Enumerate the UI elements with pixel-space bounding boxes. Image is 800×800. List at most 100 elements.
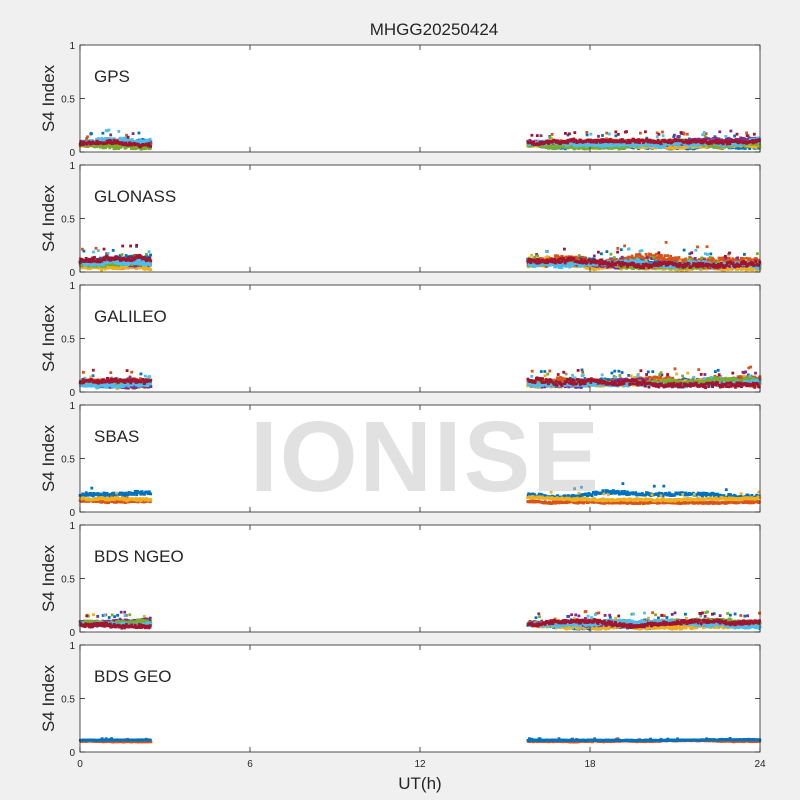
- data-point: [725, 137, 728, 141]
- data-point: [688, 252, 692, 256]
- data-point: [601, 138, 605, 141]
- data-point: [148, 137, 152, 141]
- data-point: [114, 262, 118, 266]
- data-point: [686, 147, 690, 151]
- data-point: [740, 267, 744, 271]
- data-point: [639, 131, 642, 135]
- data-point: [625, 130, 628, 133]
- data-point: [726, 145, 729, 149]
- data-point: [590, 267, 594, 271]
- data-point: [551, 147, 555, 151]
- data-point: [589, 138, 592, 142]
- data-point: [755, 268, 758, 272]
- data-point: [681, 268, 685, 272]
- data-point: [636, 254, 639, 258]
- data-point: [629, 144, 633, 147]
- data-point: [613, 139, 617, 143]
- data-point: [578, 140, 582, 144]
- data-point: [556, 143, 560, 147]
- data-point: [573, 147, 576, 151]
- data-point: [548, 136, 552, 139]
- data-point: [586, 147, 590, 151]
- data-point: [716, 140, 719, 143]
- data-point: [141, 265, 145, 268]
- data-point: [564, 132, 567, 135]
- data-point: [733, 134, 736, 138]
- data-point: [721, 142, 725, 146]
- data-point: [605, 131, 609, 135]
- data-point: [652, 255, 655, 259]
- data-point: [580, 144, 583, 147]
- data-point: [644, 141, 648, 145]
- data-point: [693, 257, 697, 260]
- data-point: [577, 254, 581, 257]
- data-point: [149, 253, 152, 257]
- data-point: [708, 256, 712, 259]
- data-point: [537, 144, 541, 148]
- data-point: [86, 135, 89, 139]
- data-point: [105, 129, 109, 133]
- data-point: [673, 137, 677, 141]
- data-point: [744, 268, 748, 272]
- data-point: [672, 135, 676, 139]
- data-point: [97, 137, 101, 140]
- data-point: [638, 144, 642, 148]
- data-point: [548, 145, 551, 149]
- data-point: [660, 255, 664, 259]
- data-point: [602, 146, 606, 150]
- data-point: [725, 266, 729, 270]
- data-point: [132, 141, 136, 145]
- data-point: [556, 139, 560, 143]
- data-point: [597, 267, 601, 271]
- data-point: [572, 140, 576, 144]
- data-point: [609, 138, 612, 141]
- data-point: [119, 136, 122, 140]
- data-point: [103, 144, 107, 148]
- data-point: [145, 142, 149, 146]
- data-point: [655, 135, 659, 139]
- data-point: [724, 258, 728, 261]
- data-point: [565, 144, 568, 148]
- data-point: [655, 252, 658, 256]
- data-point: [665, 258, 668, 262]
- data-point: [553, 254, 557, 258]
- data-point: [673, 143, 676, 146]
- data-point: [720, 140, 724, 144]
- data-point: [699, 259, 702, 263]
- data-point: [136, 139, 140, 143]
- data-point: [139, 147, 143, 151]
- data-point: [749, 266, 752, 270]
- data-point: [568, 132, 571, 136]
- data-point: [755, 257, 758, 261]
- data-point: [703, 134, 707, 138]
- data-point: [107, 141, 110, 144]
- data-point: [670, 256, 674, 260]
- data-point: [656, 138, 660, 142]
- data-point: [94, 141, 98, 145]
- data-point: [615, 258, 618, 261]
- y-axis-label: S4 Index: [39, 64, 58, 132]
- panel-plot-area: [80, 45, 760, 152]
- data-point: [673, 133, 676, 137]
- data-point: [709, 258, 713, 262]
- data-point: [626, 141, 629, 144]
- data-point: [600, 252, 603, 256]
- data-point: [100, 268, 103, 272]
- data-point: [616, 266, 620, 270]
- data-point: [576, 256, 579, 260]
- data-point: [635, 143, 639, 146]
- data-point: [572, 137, 576, 141]
- data-point: [119, 255, 122, 259]
- data-point: [654, 256, 658, 260]
- data-point: [127, 143, 131, 147]
- data-point: [735, 132, 739, 136]
- data-point: [616, 264, 620, 268]
- data-point: [583, 147, 587, 151]
- data-point: [87, 267, 90, 271]
- data-point: [674, 261, 678, 265]
- data-point: [82, 249, 86, 253]
- data-point: [130, 138, 134, 141]
- data-point: [737, 143, 741, 147]
- data-point: [630, 254, 634, 258]
- data-point: [707, 145, 711, 148]
